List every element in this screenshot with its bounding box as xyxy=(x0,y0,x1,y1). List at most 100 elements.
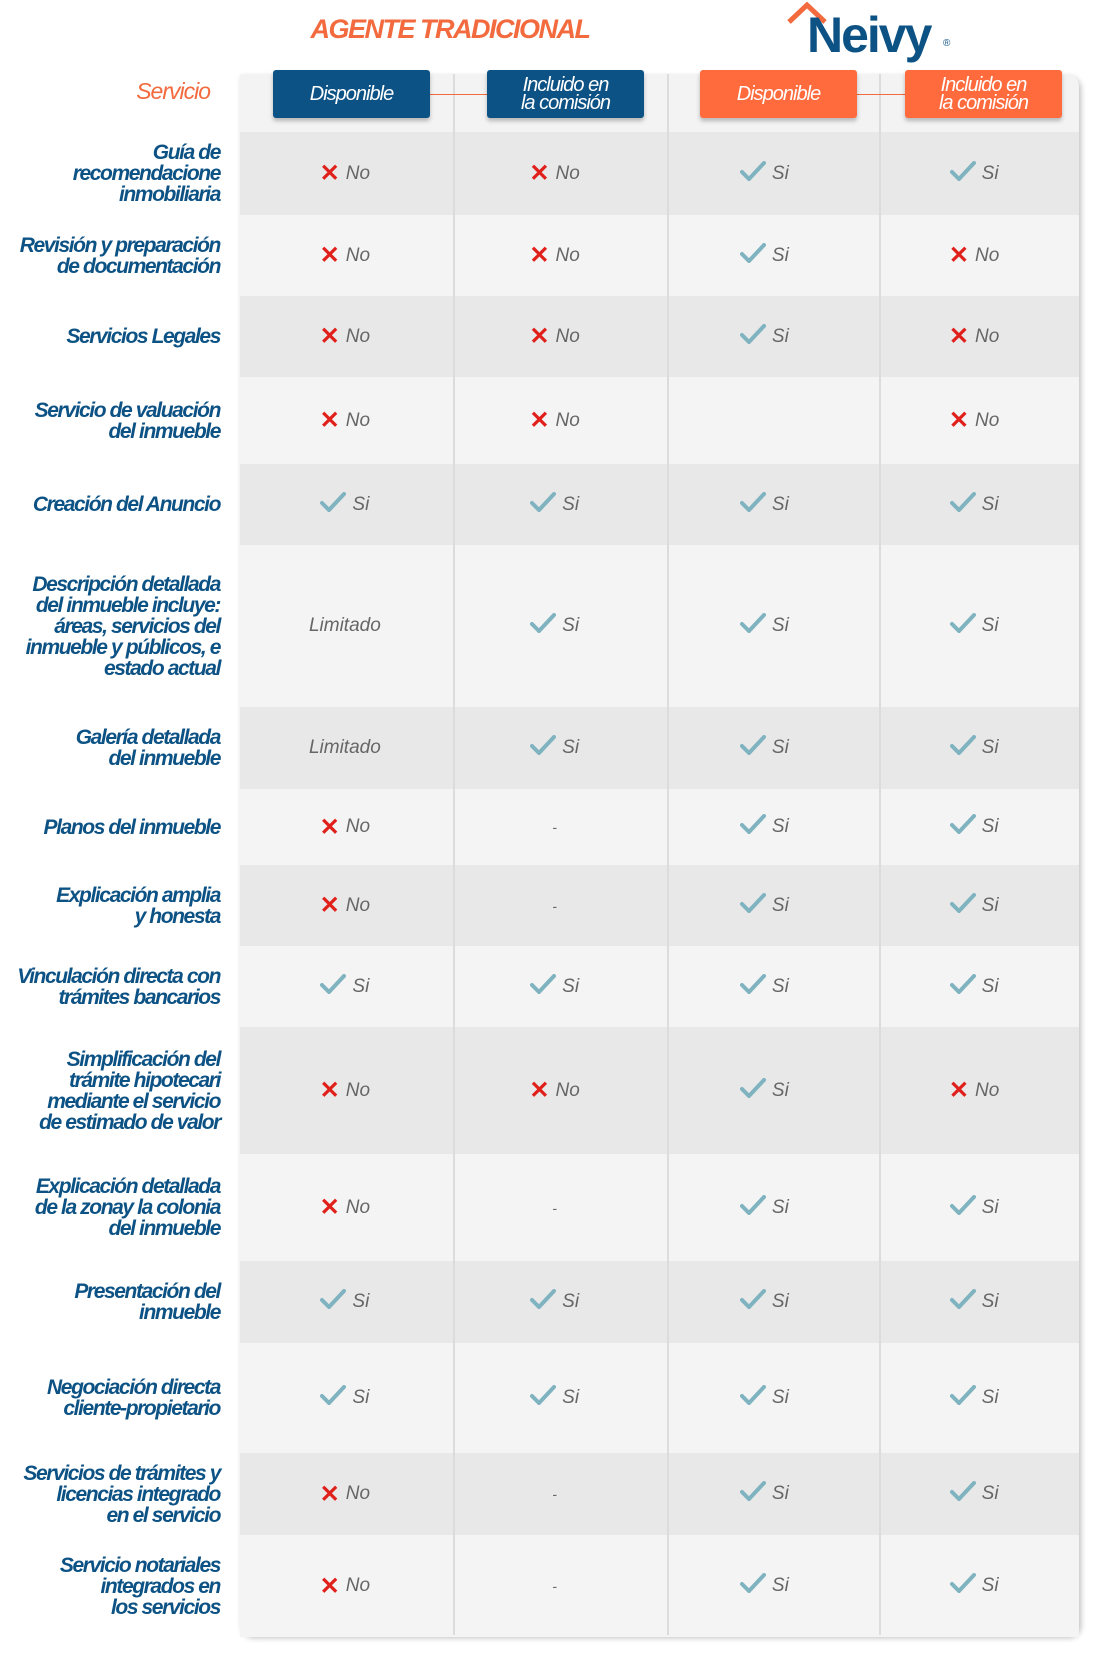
cell-value: Si xyxy=(562,1387,580,1408)
cross-icon: ✕ xyxy=(948,1077,970,1104)
check-icon xyxy=(949,1481,976,1507)
table-cell: Limitado xyxy=(240,545,450,707)
service-label: Servicios Legales xyxy=(66,325,221,348)
service-label: Revisión y preparación de documentación xyxy=(19,233,222,278)
check-icon xyxy=(949,1289,976,1315)
check-icon xyxy=(739,1077,766,1104)
cross-icon: ✕ xyxy=(319,407,340,434)
check-icon xyxy=(739,973,766,1000)
check-icon xyxy=(530,1289,557,1315)
table-cell: Si xyxy=(240,1261,450,1343)
table-cell: ✕ No xyxy=(450,1027,660,1154)
cell-value: - xyxy=(552,1486,557,1502)
check-icon xyxy=(530,613,557,639)
service-label: Servicio de valuación del inmueble xyxy=(34,398,222,443)
table-cell: Si xyxy=(660,132,870,215)
table-cell: - xyxy=(450,1453,660,1535)
check-icon xyxy=(949,160,976,187)
column-headers: Disponible Incluido en la comisión Dispo… xyxy=(240,70,1079,132)
cross-icon: ✕ xyxy=(529,407,550,434)
cell-value: Si xyxy=(771,1483,789,1504)
cell-value: Si xyxy=(771,1079,789,1101)
table-row: ✕ No ✕ No Si Si xyxy=(240,132,1079,215)
cell-value: - xyxy=(552,897,557,914)
table-cell: ✕ No xyxy=(450,296,660,377)
table-cell: ✕ No xyxy=(240,1154,450,1261)
cell-value: No xyxy=(345,244,371,266)
cell-value: No xyxy=(555,244,580,266)
table-row: ✕ No ✕ No ✕ No xyxy=(240,377,1079,464)
cell-value: Si xyxy=(981,1575,999,1596)
cross-icon: ✕ xyxy=(319,323,340,350)
traditional-agent-title: AGENTE TRADICIONAL xyxy=(310,14,592,44)
cell-value: No xyxy=(345,162,371,184)
table-cell: - xyxy=(450,789,660,865)
table-cell: Si xyxy=(660,1535,870,1637)
table-cell: ✕ No xyxy=(240,1027,450,1154)
check-icon xyxy=(739,1573,766,1599)
table-cell: ✕ No xyxy=(240,296,450,377)
connector-line xyxy=(430,94,490,95)
table-cell: Limitado xyxy=(240,707,450,789)
table-cell: Si xyxy=(660,215,870,296)
cell-value: No xyxy=(555,409,580,431)
cell-value: No xyxy=(555,1079,580,1101)
check-icon xyxy=(320,1289,347,1315)
check-icon xyxy=(530,973,557,1000)
table-row: ✕ No ✕ No Si ✕ No xyxy=(240,296,1079,377)
table-cell: - xyxy=(450,1154,660,1261)
table-cell: ✕ No xyxy=(240,865,450,946)
table-cell: Si xyxy=(660,1261,870,1343)
table-cell xyxy=(660,377,870,464)
cell-value: Si xyxy=(352,1387,370,1408)
check-icon xyxy=(739,1194,766,1221)
cell-value: Si xyxy=(562,1291,580,1312)
cell-value: Si xyxy=(562,493,580,515)
table-row: ✕ No - Si Si xyxy=(240,1453,1079,1535)
header-traditional-available: Disponible xyxy=(273,70,430,118)
check-icon xyxy=(530,491,557,518)
cell-value: Si xyxy=(771,325,789,347)
table-row: Si Si Si Si xyxy=(240,1261,1079,1343)
table-row: Si Si Si Si xyxy=(240,1343,1079,1453)
check-icon xyxy=(949,1385,976,1411)
cross-icon: ✕ xyxy=(529,1077,550,1104)
column-divider xyxy=(453,74,455,1635)
check-icon xyxy=(949,1194,976,1221)
service-label: Explicación detallada de la zonay la col… xyxy=(34,1175,222,1240)
service-label: Servicio notariales integrados en los se… xyxy=(59,1553,222,1619)
table-cell: Si xyxy=(450,545,660,707)
table-cell: Si xyxy=(660,1453,870,1535)
table-cell: Si xyxy=(869,946,1079,1027)
cell-value: Si xyxy=(771,1196,789,1218)
check-icon xyxy=(530,735,557,761)
registered-mark: ® xyxy=(943,38,951,49)
cell-value: No xyxy=(345,409,371,431)
table-cell: ✕ No xyxy=(450,377,660,464)
table-cell: Si xyxy=(660,1154,870,1261)
check-icon xyxy=(739,1289,766,1315)
service-label: Servicios de trámites y licencias integr… xyxy=(23,1461,221,1527)
cell-value: No xyxy=(975,325,1000,347)
table-cell: Si xyxy=(660,707,870,789)
cross-icon: ✕ xyxy=(529,323,550,350)
cell-value: Si xyxy=(771,1575,789,1596)
table-cell: Si xyxy=(869,132,1079,215)
table-row: Si Si Si Si xyxy=(240,946,1079,1027)
cross-icon: ✕ xyxy=(319,892,340,919)
table-cell: ✕ No xyxy=(240,132,450,215)
cell-value: No xyxy=(345,1483,371,1504)
table-cell: - xyxy=(450,865,660,946)
cell-value: Si xyxy=(562,975,580,997)
table-cell: Si xyxy=(869,1154,1079,1261)
check-icon xyxy=(739,242,766,269)
roof-icon xyxy=(787,2,827,24)
cell-value: Si xyxy=(771,162,789,184)
cell-value: Si xyxy=(981,975,999,997)
table-cell: Si xyxy=(869,545,1079,707)
neivy-logo: Neivy ® xyxy=(785,0,965,64)
table-row: ✕ No ✕ No Si ✕ No xyxy=(240,215,1079,296)
check-icon xyxy=(530,1385,557,1411)
cross-icon: ✕ xyxy=(319,1480,340,1508)
connector-line xyxy=(855,94,915,95)
